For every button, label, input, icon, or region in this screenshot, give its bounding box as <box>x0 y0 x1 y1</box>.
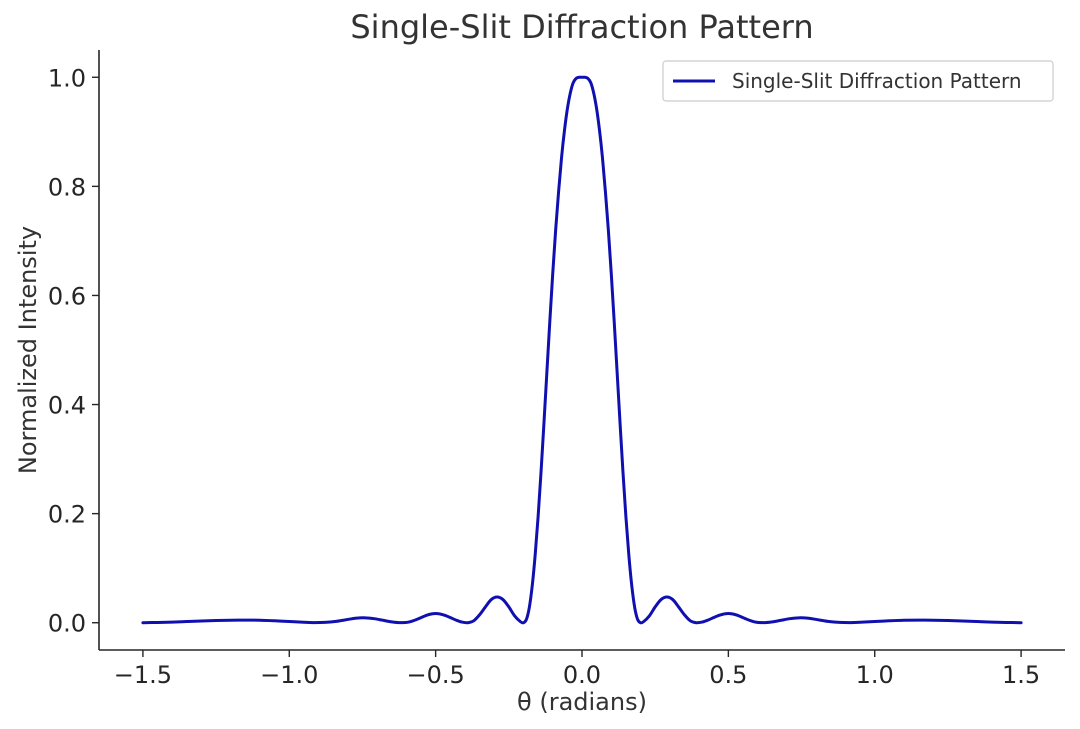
y-axis-label: Normalized Intensity <box>14 226 42 474</box>
x-axis-label: θ (radians) <box>517 688 647 716</box>
chart-title: Single-Slit Diffraction Pattern <box>350 8 813 46</box>
x-tick-label: 0.0 <box>563 661 601 689</box>
series-line <box>141 75 1023 625</box>
x-tick-label: −1.0 <box>260 661 318 689</box>
y-tick-label: 0.0 <box>48 610 86 638</box>
legend: Single-Slit Diffraction Pattern <box>662 60 1054 102</box>
x-axis-ticks: −1.5 −1.0 −0.5 0.0 0.5 1.0 1.5 <box>114 650 1040 689</box>
x-tick-label: −1.5 <box>114 661 172 689</box>
legend-label: Single-Slit Diffraction Pattern <box>732 69 1022 93</box>
x-tick-label: 0.5 <box>709 661 747 689</box>
x-tick-label: 1.0 <box>856 661 894 689</box>
plot-area: −1.5 −1.0 −0.5 0.0 0.5 1.0 1.5 0.0 0.2 0.4 0.6 0.8… <box>48 50 1065 689</box>
y-tick-label: 0.4 <box>48 392 86 420</box>
y-tick-label: 0.6 <box>48 282 86 310</box>
y-tick-label: 0.8 <box>48 173 86 201</box>
y-tick-label: 0.2 <box>48 501 86 529</box>
legend-box <box>662 60 1054 102</box>
y-tick-label: 1.0 <box>48 64 86 92</box>
x-tick-label: −0.5 <box>406 661 464 689</box>
x-tick-label: 1.5 <box>1002 661 1040 689</box>
y-axis-ticks: 0.0 0.2 0.4 0.6 0.8 1.0 <box>48 64 99 638</box>
